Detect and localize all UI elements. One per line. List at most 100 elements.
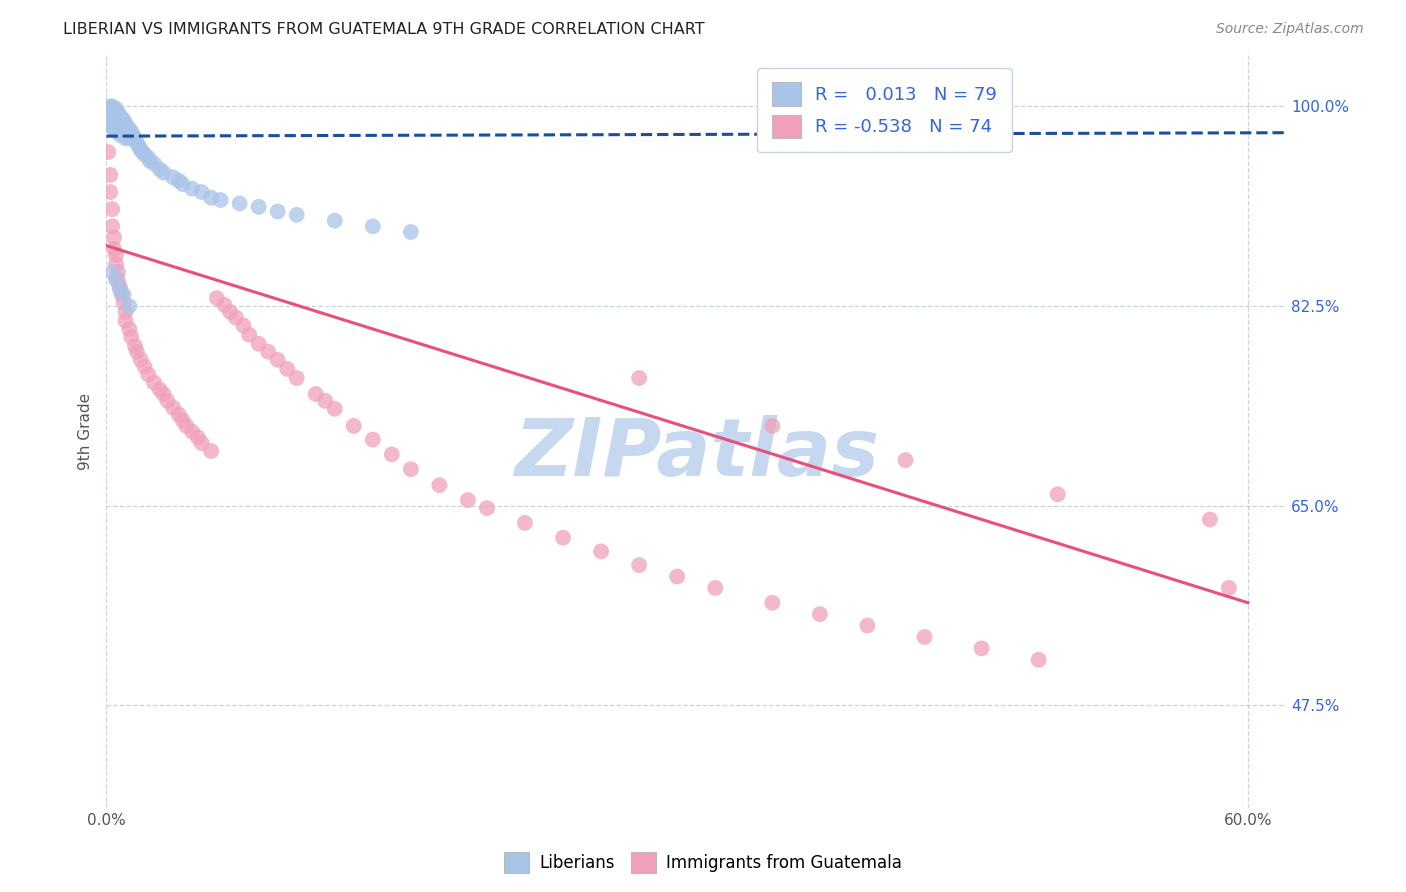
- Point: [114, 117, 136, 131]
- Point: [232, 318, 254, 333]
- Point: [176, 418, 198, 433]
- Point: [118, 299, 141, 313]
- Point: [108, 113, 131, 128]
- Point: [111, 111, 134, 125]
- Point: [112, 287, 135, 301]
- Point: [114, 125, 136, 139]
- Point: [101, 102, 124, 116]
- Point: [1198, 512, 1220, 526]
- Point: [134, 147, 156, 161]
- Point: [117, 128, 139, 142]
- Point: [152, 166, 174, 180]
- Point: [101, 117, 124, 131]
- Point: [285, 371, 308, 385]
- Point: [101, 219, 124, 234]
- Point: [108, 119, 131, 133]
- Point: [149, 162, 172, 177]
- Point: [162, 401, 184, 415]
- Point: [225, 310, 247, 325]
- Point: [808, 607, 831, 621]
- Point: [101, 265, 124, 279]
- Point: [97, 109, 120, 123]
- Point: [167, 408, 190, 422]
- Point: [104, 111, 127, 125]
- Point: [111, 117, 134, 131]
- Point: [475, 501, 498, 516]
- Point: [103, 230, 125, 244]
- Point: [136, 151, 159, 165]
- Point: [257, 344, 280, 359]
- Point: [167, 173, 190, 187]
- Point: [103, 105, 125, 120]
- Point: [98, 99, 121, 113]
- Text: LIBERIAN VS IMMIGRANTS FROM GUATEMALA 9TH GRADE CORRELATION CHART: LIBERIAN VS IMMIGRANTS FROM GUATEMALA 9T…: [63, 22, 704, 37]
- Point: [112, 122, 135, 136]
- Point: [114, 305, 136, 319]
- Point: [118, 131, 141, 145]
- Point: [103, 242, 125, 256]
- Point: [238, 327, 260, 342]
- Point: [172, 177, 194, 191]
- Point: [117, 120, 139, 134]
- Point: [98, 102, 121, 116]
- Point: [361, 433, 384, 447]
- Point: [129, 143, 152, 157]
- Point: [101, 120, 124, 134]
- Point: [399, 225, 422, 239]
- Point: [108, 282, 131, 296]
- Point: [131, 145, 153, 160]
- Point: [103, 117, 125, 131]
- Point: [112, 295, 135, 310]
- Point: [214, 298, 236, 312]
- Point: [457, 493, 479, 508]
- Point: [266, 204, 288, 219]
- Point: [108, 279, 131, 293]
- Point: [200, 191, 222, 205]
- Point: [343, 418, 366, 433]
- Point: [143, 156, 166, 170]
- Point: [112, 113, 135, 128]
- Point: [551, 531, 574, 545]
- Point: [108, 128, 131, 142]
- Point: [97, 102, 120, 116]
- Point: [125, 136, 148, 150]
- Legend: Liberians, Immigrants from Guatemala: Liberians, Immigrants from Guatemala: [498, 846, 908, 880]
- Point: [107, 265, 129, 279]
- Point: [107, 105, 129, 120]
- Point: [172, 413, 194, 427]
- Point: [228, 196, 250, 211]
- Point: [103, 122, 125, 136]
- Point: [247, 336, 270, 351]
- Point: [136, 368, 159, 382]
- Point: [122, 128, 145, 142]
- Point: [894, 453, 917, 467]
- Legend: R =   0.013   N = 79, R = -0.538   N = 74: R = 0.013 N = 79, R = -0.538 N = 74: [758, 68, 1011, 153]
- Point: [129, 352, 152, 367]
- Point: [156, 393, 179, 408]
- Point: [98, 111, 121, 125]
- Point: [103, 109, 125, 123]
- Point: [107, 273, 129, 287]
- Point: [200, 444, 222, 458]
- Point: [190, 436, 212, 450]
- Point: [104, 257, 127, 271]
- Point: [104, 117, 127, 131]
- Point: [104, 273, 127, 287]
- Point: [266, 352, 288, 367]
- Point: [104, 248, 127, 262]
- Point: [124, 339, 146, 353]
- Point: [98, 185, 121, 199]
- Point: [104, 102, 127, 116]
- Point: [914, 630, 936, 644]
- Point: [1046, 487, 1069, 501]
- Point: [628, 371, 651, 385]
- Point: [101, 103, 124, 118]
- Point: [190, 185, 212, 199]
- Point: [103, 102, 125, 116]
- Point: [856, 618, 879, 632]
- Point: [118, 122, 141, 136]
- Point: [143, 376, 166, 390]
- Point: [107, 117, 129, 131]
- Point: [98, 113, 121, 128]
- Point: [323, 213, 346, 227]
